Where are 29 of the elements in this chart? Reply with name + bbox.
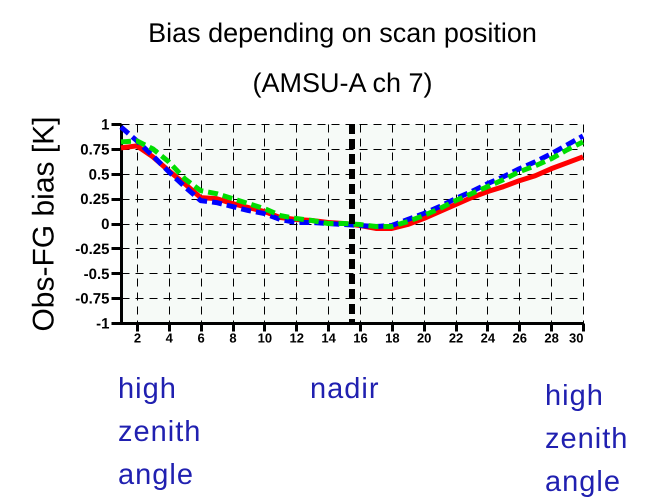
y-tick-label: 0.75 bbox=[80, 141, 110, 158]
x-tick-label: 14 bbox=[321, 330, 337, 346]
y-tick-label: 1 bbox=[101, 116, 110, 134]
y-tick-label: -1 bbox=[96, 316, 110, 332]
x-tick-label: 30 bbox=[569, 330, 584, 346]
y-tick-label: 0.25 bbox=[80, 191, 110, 208]
x-tick-label: 28 bbox=[544, 330, 559, 346]
x-tick-label: 24 bbox=[480, 330, 496, 346]
x-tick-label: 2 bbox=[134, 330, 142, 346]
x-tick-label: 16 bbox=[353, 330, 368, 346]
x-tick-label: 6 bbox=[198, 330, 205, 346]
chart-title: Bias depending on scan position (AMSU-A ch 7) bbox=[147, 17, 538, 100]
x-tick-label: 12 bbox=[290, 330, 304, 346]
x-tick-label: 22 bbox=[448, 330, 464, 346]
text: high zenith angle bbox=[118, 372, 202, 493]
x-tick-label: 10 bbox=[258, 330, 272, 346]
y-tick-label: -0.5 bbox=[84, 266, 110, 283]
y-tick-label: 0.5 bbox=[88, 166, 110, 184]
y-tick-label: 0 bbox=[101, 216, 110, 233]
y-tick-label: -0.25 bbox=[75, 240, 110, 258]
x-tick-label: 20 bbox=[416, 330, 432, 346]
x-tick-label: 18 bbox=[385, 330, 400, 346]
y-tick-label: -0.75 bbox=[75, 290, 110, 308]
x-tick-label: 8 bbox=[229, 330, 237, 346]
x-tick-label: 4 bbox=[166, 330, 174, 346]
x-tick-label: 26 bbox=[512, 330, 528, 346]
y-axis-title: Obs-FG bias [K] bbox=[27, 116, 60, 332]
text: nadir bbox=[310, 372, 380, 407]
text: high zenith angle bbox=[545, 379, 630, 500]
